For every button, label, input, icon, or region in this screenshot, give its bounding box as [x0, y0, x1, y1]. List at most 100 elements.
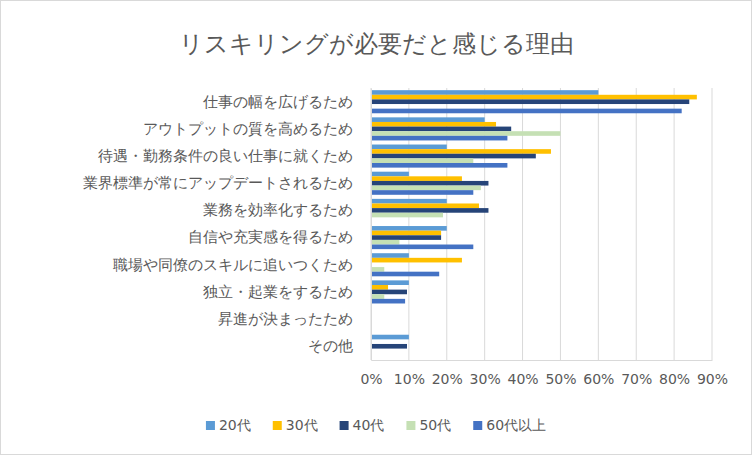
bar: [371, 99, 689, 104]
y-tick: 職場や同僚のスキルに追いつくため: [113, 256, 371, 274]
bar: [371, 290, 407, 295]
bar: [371, 213, 443, 218]
bar: [371, 267, 384, 272]
bar: [371, 272, 439, 277]
x-tick: 80%: [659, 360, 690, 387]
y-axis-line: [371, 89, 372, 361]
bar: [371, 203, 479, 208]
bar: [371, 136, 507, 141]
x-tick-label: 30%: [470, 371, 501, 387]
bar: [371, 190, 473, 195]
bar: [371, 344, 407, 349]
legend-label: 40代: [353, 417, 385, 433]
x-tick-label: 20%: [432, 371, 463, 387]
legend-label: 60代以上: [486, 417, 546, 433]
bar: [371, 199, 447, 204]
y-tick: 業界標準が常にアップデートされるため: [83, 174, 371, 192]
x-tick: 0%: [360, 360, 382, 387]
y-tick-label: アウトプットの質を高めるため: [143, 120, 353, 138]
x-tick-label: 80%: [659, 371, 690, 387]
bar: [371, 240, 399, 245]
bar: [371, 181, 488, 186]
y-axis: 仕事の幅を広げるためアウトプットの質を高めるため待遇・勤務条件の良い仕事に就くた…: [83, 89, 372, 361]
y-tick-label: その他: [308, 337, 353, 355]
bar: [371, 280, 409, 285]
x-tick: 70%: [621, 360, 652, 387]
bar: [371, 154, 536, 159]
legend-item: 20代: [206, 417, 251, 433]
x-tick: 40%: [507, 360, 538, 387]
x-tick-label: 10%: [394, 371, 425, 387]
grid-line: [712, 88, 713, 360]
title: リスキリングが必要だと感じる理由: [179, 30, 574, 58]
grid: [371, 88, 712, 360]
bar: [371, 253, 409, 258]
grid-line: [674, 88, 675, 360]
bar: [371, 163, 507, 168]
x-tick-label: 0%: [360, 371, 382, 387]
bar: [371, 95, 697, 100]
legend-label: 50代: [419, 417, 451, 433]
bar: [371, 158, 473, 163]
bar: [371, 109, 682, 114]
bar: [371, 258, 462, 263]
x-tick: 60%: [583, 360, 614, 387]
x-axis: 0% 10% 20% 30% 40% 50% 60% 70% 80% 90%: [360, 360, 728, 387]
x-tick-label: 60%: [583, 371, 614, 387]
y-tick-label: 独立・起業をするため: [203, 283, 353, 301]
legend-swatch: [206, 421, 215, 430]
x-tick-label: 40%: [507, 371, 538, 387]
y-tick: アウトプットの質を高めるため: [143, 120, 371, 138]
bar: [371, 122, 496, 127]
x-tick-label: 50%: [545, 371, 576, 387]
grid-line: [522, 88, 523, 360]
y-tick: 待遇・勤務条件の良い仕事に就くため: [98, 147, 371, 165]
y-tick: 独立・起業をするため: [203, 283, 371, 301]
bar: [371, 149, 551, 154]
bar: [371, 145, 447, 150]
bar: [371, 117, 485, 122]
legend-item: 30代: [273, 417, 318, 433]
x-tick: 10%: [394, 360, 425, 387]
grid-line: [636, 88, 637, 360]
bar: [371, 172, 409, 177]
y-tick: 仕事の幅を広げるため: [202, 93, 371, 111]
chart-border: [1, 1, 752, 455]
bars: [371, 90, 697, 348]
bar: [371, 186, 481, 191]
legend-swatch: [340, 421, 349, 430]
y-tick-label: 業務を効率化するため: [203, 201, 353, 219]
grid-line: [598, 88, 599, 360]
y-tick: 自信や充実感を得るため: [188, 228, 371, 246]
y-tick: 業務を効率化するため: [203, 201, 371, 219]
bar: [371, 245, 473, 250]
legend-swatch: [406, 421, 415, 430]
y-tick-label: 仕事の幅を広げるため: [202, 93, 353, 111]
y-tick-label: 待遇・勤務条件の良い仕事に就くため: [98, 147, 353, 165]
x-tick: 90%: [697, 360, 728, 387]
x-tick: 30%: [470, 360, 501, 387]
grid-line: [560, 88, 561, 360]
legend-label: 20代: [219, 417, 251, 433]
y-tick-label: 昇進が決まったため: [218, 310, 353, 328]
bar: [371, 226, 447, 231]
bar: [371, 235, 441, 240]
grid-line: [371, 88, 372, 360]
bar: [371, 90, 598, 95]
bar: [371, 299, 405, 304]
y-tick: その他: [308, 337, 371, 355]
x-tick-label: 90%: [697, 371, 728, 387]
legend-item: 40代: [340, 417, 385, 433]
y-tick-label: 業界標準が常にアップデートされるため: [83, 174, 353, 192]
bar: [371, 285, 388, 290]
legend: 20代 30代 40代 50代 60代以上: [206, 417, 546, 433]
plot: 0% 10% 20% 30% 40% 50% 60% 70% 80% 90% 仕事の幅を広げるためア…: [83, 88, 728, 387]
x-tick-label: 70%: [621, 371, 652, 387]
y-tick: 昇進が決まったため: [218, 310, 371, 328]
bar: [371, 231, 441, 236]
legend-swatch: [273, 421, 282, 430]
y-tick-label: 自信や充実感を得るため: [188, 228, 353, 246]
bar: [371, 294, 384, 299]
chart: リスキリングが必要だと感じる理由 0% 10% 20% 30% 40% 50% 60% 70% 8…: [0, 0, 752, 455]
legend-swatch: [473, 421, 482, 430]
